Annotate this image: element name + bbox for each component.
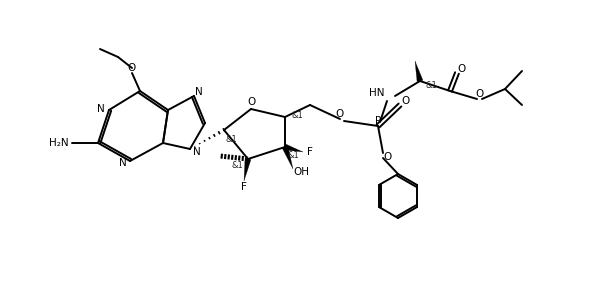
Text: O: O (401, 96, 409, 106)
Text: &1: &1 (426, 80, 438, 89)
Text: O: O (128, 63, 136, 73)
Polygon shape (282, 146, 293, 169)
Polygon shape (244, 158, 251, 181)
Text: N: N (195, 87, 203, 97)
Text: &1: &1 (292, 110, 304, 119)
Text: O: O (476, 89, 484, 99)
Text: HN: HN (370, 88, 385, 98)
Text: &1: &1 (287, 150, 299, 160)
Text: OH: OH (293, 167, 309, 177)
Text: O: O (383, 152, 391, 162)
Text: P: P (375, 116, 381, 126)
Text: O: O (336, 109, 344, 119)
Text: F: F (307, 147, 313, 157)
Text: N: N (97, 104, 105, 114)
Polygon shape (415, 61, 423, 82)
Text: N: N (119, 158, 127, 168)
Text: &1: &1 (226, 135, 238, 144)
Polygon shape (284, 144, 303, 152)
Text: &1: &1 (231, 162, 243, 170)
Text: F: F (241, 182, 247, 192)
Text: N: N (193, 147, 201, 157)
Text: O: O (247, 97, 255, 107)
Text: O: O (458, 64, 466, 74)
Text: H₂N: H₂N (49, 138, 69, 148)
